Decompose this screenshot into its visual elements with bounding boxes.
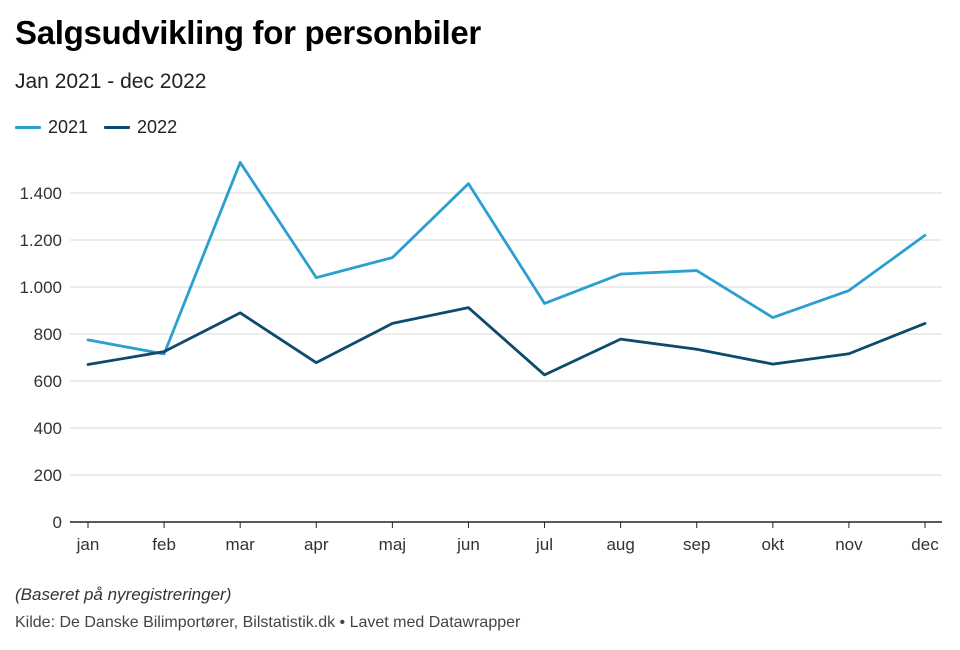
chart-source: Kilde: De Danske Bilimportører, Bilstati…	[15, 614, 521, 631]
y-tick-label: 600	[34, 372, 62, 391]
legend: 2021 2022	[15, 117, 193, 138]
y-tick-label: 0	[53, 513, 62, 532]
legend-item-2022: 2022	[104, 117, 177, 138]
x-tick-label: okt	[761, 535, 784, 554]
series-line-2021	[86, 161, 927, 356]
chart-subtitle: Jan 2021 - dec 2022	[15, 70, 207, 93]
legend-label-2021: 2021	[48, 117, 89, 137]
y-tick-label: 800	[34, 325, 62, 344]
legend-label-2022: 2022	[137, 117, 178, 137]
series-line-2022	[86, 306, 927, 377]
y-tick-label: 200	[34, 466, 62, 485]
x-tick-label: feb	[152, 535, 176, 554]
legend-swatch-2021	[15, 126, 41, 129]
legend-item-2021: 2021	[15, 117, 88, 138]
x-tick-label: sep	[683, 535, 710, 554]
x-tick-label: dec	[911, 535, 939, 554]
x-tick-label: mar	[226, 535, 256, 554]
x-tick-label: nov	[835, 535, 863, 554]
x-tick-label: jun	[456, 535, 480, 554]
y-tick-label: 1.400	[19, 184, 62, 203]
chart-note: (Baseret på nyregistreringer)	[15, 585, 232, 604]
x-tick-label: aug	[606, 535, 634, 554]
chart-title: Salgsudvikling for personbiler	[15, 14, 481, 51]
x-tick-label: jan	[76, 535, 100, 554]
y-tick-label: 400	[34, 419, 62, 438]
x-tick-label: maj	[379, 535, 406, 554]
legend-swatch-2022	[104, 126, 131, 129]
y-tick-label: 1.000	[19, 278, 62, 297]
x-tick-label: jul	[535, 535, 553, 554]
y-tick-label: 1.200	[19, 231, 62, 250]
x-tick-label: apr	[304, 535, 329, 554]
